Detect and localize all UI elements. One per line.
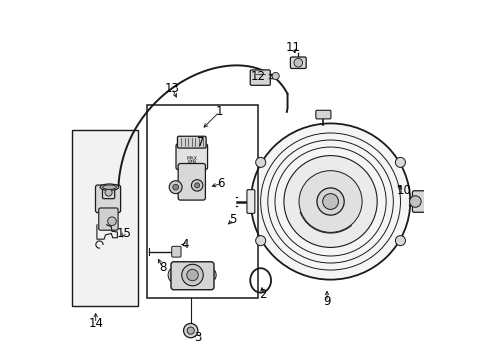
Text: 4: 4 xyxy=(181,238,189,251)
Text: 14: 14 xyxy=(88,317,103,330)
Ellipse shape xyxy=(168,268,177,282)
Circle shape xyxy=(395,157,405,167)
Circle shape xyxy=(194,183,199,188)
Circle shape xyxy=(187,327,194,334)
Circle shape xyxy=(409,196,420,207)
FancyBboxPatch shape xyxy=(411,191,426,212)
FancyBboxPatch shape xyxy=(171,246,181,257)
Circle shape xyxy=(169,181,182,194)
Text: 6: 6 xyxy=(217,177,224,190)
FancyBboxPatch shape xyxy=(177,136,206,148)
FancyBboxPatch shape xyxy=(99,208,118,230)
Text: 9: 9 xyxy=(323,296,330,309)
Circle shape xyxy=(271,72,279,80)
FancyBboxPatch shape xyxy=(290,57,305,68)
Ellipse shape xyxy=(208,269,216,281)
FancyBboxPatch shape xyxy=(95,185,121,213)
Circle shape xyxy=(316,188,344,215)
Ellipse shape xyxy=(284,156,376,247)
Circle shape xyxy=(105,189,112,196)
Circle shape xyxy=(172,184,178,190)
Text: 12: 12 xyxy=(250,69,265,82)
Circle shape xyxy=(191,180,203,191)
Text: 15: 15 xyxy=(116,227,131,240)
Circle shape xyxy=(293,58,302,67)
Circle shape xyxy=(107,217,116,226)
FancyBboxPatch shape xyxy=(178,163,205,200)
FancyBboxPatch shape xyxy=(102,186,115,199)
Text: MAX: MAX xyxy=(186,156,197,161)
Text: 10: 10 xyxy=(396,184,411,197)
FancyBboxPatch shape xyxy=(246,190,254,213)
Ellipse shape xyxy=(102,185,116,189)
Bar xyxy=(72,130,138,306)
Circle shape xyxy=(322,194,338,210)
Circle shape xyxy=(182,264,203,286)
Text: 7: 7 xyxy=(197,136,204,149)
Text: 5: 5 xyxy=(229,213,236,226)
FancyBboxPatch shape xyxy=(176,144,207,170)
Text: 1: 1 xyxy=(215,105,223,118)
Circle shape xyxy=(395,236,405,246)
Text: 2: 2 xyxy=(258,288,265,301)
Circle shape xyxy=(183,323,198,338)
Bar xyxy=(147,105,258,298)
FancyBboxPatch shape xyxy=(250,70,270,85)
Ellipse shape xyxy=(298,171,362,232)
FancyBboxPatch shape xyxy=(171,262,214,290)
Text: 3: 3 xyxy=(194,331,201,344)
Ellipse shape xyxy=(100,184,119,190)
Text: 11: 11 xyxy=(285,41,300,54)
Circle shape xyxy=(186,269,198,281)
Circle shape xyxy=(255,157,265,167)
Ellipse shape xyxy=(250,123,409,280)
Text: 13: 13 xyxy=(164,82,179,95)
Text: 8: 8 xyxy=(159,261,166,274)
FancyBboxPatch shape xyxy=(315,110,330,119)
Text: MIN: MIN xyxy=(186,160,196,165)
Circle shape xyxy=(255,236,265,246)
